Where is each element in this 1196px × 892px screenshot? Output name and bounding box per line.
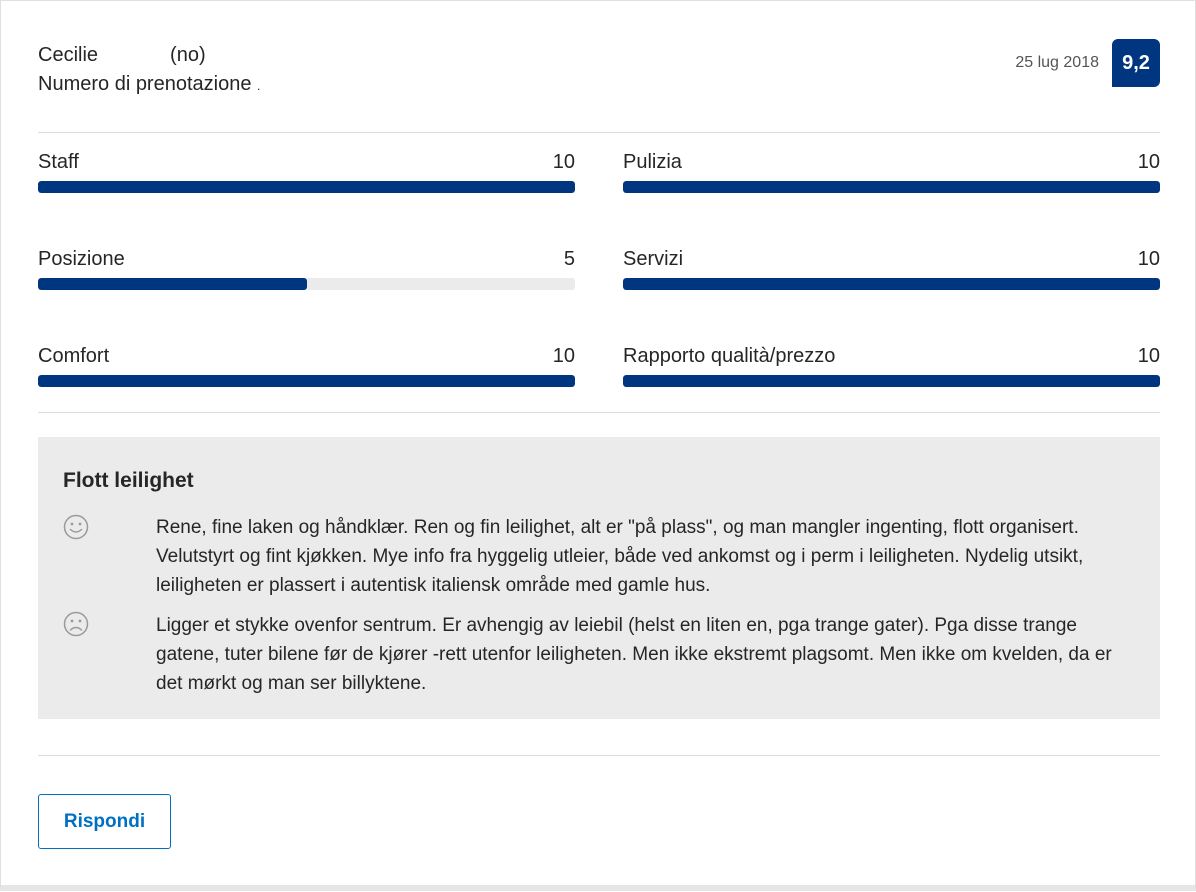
reply-button[interactable]: Rispondi [38, 794, 171, 849]
smiley-happy-icon [63, 514, 89, 540]
metric-bar-fill [623, 278, 1160, 290]
smiley-sad-icon [63, 611, 89, 637]
metric-label: Rapporto qualità/prezzo [623, 345, 836, 367]
metric-bar-fill [623, 375, 1160, 387]
score-badge: 9,2 [1112, 39, 1160, 87]
review-positive: Rene, fine laken og håndklær. Ren og fin… [156, 517, 1084, 596]
metric-value: 10 [552, 345, 575, 367]
metric-bar [38, 181, 575, 193]
review-title: Flott leilighet [63, 469, 194, 492]
metric-bar-fill [623, 181, 1160, 193]
metric-value: 10 [1137, 345, 1160, 367]
metric-label: Pulizia [623, 151, 682, 173]
review-negative: Ligger et stykke ovenfor sentrum. Er avh… [156, 615, 1112, 694]
metric-staff: Staff 10 [38, 151, 575, 199]
reviewer-country: (no) [170, 44, 206, 66]
metric-label: Servizi [623, 248, 684, 270]
metric-bar [623, 278, 1160, 290]
divider [38, 755, 1160, 756]
metric-bar-fill [38, 278, 307, 290]
metric-pulizia: Pulizia 10 [623, 151, 1160, 199]
metric-comfort: Comfort 10 [38, 345, 575, 393]
metric-bar [623, 375, 1160, 387]
divider [38, 412, 1160, 413]
metric-posizione: Posizione 5 [38, 248, 575, 296]
metric-value: 10 [552, 151, 575, 173]
booking-number-label: Numero di prenotazione [38, 73, 252, 95]
metric-bar [38, 278, 575, 290]
reviewer-name: Cecilie [38, 44, 99, 66]
metric-bar [623, 181, 1160, 193]
metric-label: Staff [38, 151, 79, 173]
review-content: Flott leilighet Rene, fine laken og hånd… [38, 437, 1160, 719]
reviewer-info: Cecilie (no) Numero di prenotazione . [38, 41, 260, 101]
metric-label: Posizione [38, 248, 125, 270]
metric-bar [38, 375, 575, 387]
metric-label: Comfort [38, 345, 110, 367]
metric-bar-fill [38, 375, 575, 387]
metric-value-for-money: Rapporto qualità/prezzo 10 [623, 345, 1160, 393]
metric-value: 10 [1137, 151, 1160, 173]
metric-servizi: Servizi 10 [623, 248, 1160, 296]
metric-value: 5 [563, 248, 575, 270]
metric-bar-fill [38, 181, 575, 193]
booking-number: . [257, 79, 261, 93]
review-date: 25 lug 2018 [1015, 54, 1099, 71]
metric-value: 10 [1137, 248, 1160, 270]
divider [38, 132, 1160, 133]
